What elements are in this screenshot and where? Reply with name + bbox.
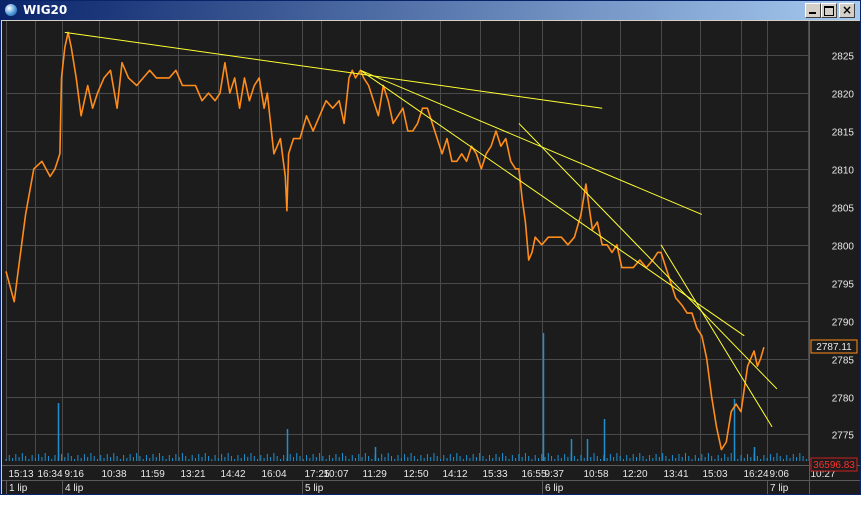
price-chart: 2825 2820 2815 2810 2805 2800 2795 2790 2785 2780… (2, 21, 860, 494)
x-tick-label: 15:03 (703, 469, 728, 480)
close-icon: × (841, 3, 853, 17)
volume-bars (5, 333, 807, 461)
x-tick-label: 16:55 (522, 469, 547, 480)
trendline (660, 244, 773, 428)
price-line (5, 31, 765, 451)
y-tick-label: 2790 (832, 318, 855, 329)
x-tick-label: 9:16 (65, 469, 85, 480)
x-tick-label: 9:37 (545, 469, 565, 480)
grid (6, 21, 809, 461)
x-tick-label: 15:33 (483, 469, 508, 480)
maximize-button[interactable] (821, 3, 837, 18)
y-tick-label: 2795 (832, 280, 855, 291)
volume-marker-box (810, 457, 858, 472)
x-tick-label: 10:58 (584, 469, 609, 480)
trendline (518, 123, 778, 390)
x-tick-label: 17:25 (305, 469, 330, 480)
y-tick-label: 2825 (832, 52, 855, 63)
y-axis: 2825 2820 2815 2810 2805 2800 2795 2790 2785 2780… (809, 21, 855, 494)
y-tick-label: 2780 (832, 394, 855, 405)
window-title: WIG20 (23, 3, 68, 17)
trendline (64, 31, 603, 109)
y-tick-label: 2820 (832, 90, 855, 101)
y-tick-label: 2800 (832, 242, 855, 253)
trendlines (64, 31, 778, 428)
x-tick-label: 12:50 (404, 469, 429, 480)
x-axis: 15:13 16:34 9:16 10:38 11:59 13:21 14:42 16:04 1… (2, 465, 860, 494)
x-tick-label: 16:04 (262, 469, 287, 480)
minimize-icon (809, 12, 816, 14)
x-tick-label: 10:07 (324, 469, 349, 480)
chart-window: WIG20 × 2825 2820 2815 2810 2805 2800 2795 2790… (0, 0, 861, 495)
day-label: 4 lip (65, 483, 84, 494)
day-label: 6 lip (545, 483, 564, 494)
value-markers: 2787.11 36596.83 (810, 339, 858, 472)
y-tick-label: 2815 (832, 128, 855, 139)
y-tick-label: 2805 (832, 204, 855, 215)
title-bar[interactable]: WIG20 × (1, 1, 860, 20)
y-tick-label: 2785 (832, 356, 855, 367)
x-tick-label: 14:42 (221, 469, 246, 480)
x-tick-label: 13:41 (664, 469, 689, 480)
x-tick-label: 16:24 (744, 469, 769, 480)
x-tick-label: 9:06 (770, 469, 790, 480)
x-tick-label: 14:12 (443, 469, 468, 480)
price-marker-label: 2787.11 (816, 342, 852, 353)
close-button[interactable]: × (839, 3, 855, 18)
x-tick-label: 11:59 (141, 469, 166, 480)
minimize-button[interactable] (805, 3, 821, 18)
y-tick-label: 2810 (832, 166, 855, 177)
globe-icon (5, 4, 17, 16)
x-tick-label: 16:34 (38, 469, 63, 480)
price-series (5, 31, 765, 451)
day-label: 1 lip (9, 483, 28, 494)
maximize-icon (824, 6, 834, 16)
x-tick-label: 10:38 (102, 469, 127, 480)
day-label: 5 lip (305, 483, 324, 494)
chart-background (2, 21, 860, 494)
x-tick-label: 12:20 (623, 469, 648, 480)
x-tick-label: 15:13 (9, 469, 34, 480)
volume-marker-label: 36596.83 (813, 460, 855, 471)
day-label: 7 lip (770, 483, 789, 494)
y-tick-label: 2775 (832, 431, 855, 442)
x-tick-label: 13:21 (181, 469, 206, 480)
x-tick-label: 10:27 (811, 469, 836, 480)
x-tick-label: 11:29 (363, 469, 388, 480)
trendline (360, 69, 703, 215)
price-marker-box (810, 339, 858, 354)
trendline (360, 69, 745, 337)
